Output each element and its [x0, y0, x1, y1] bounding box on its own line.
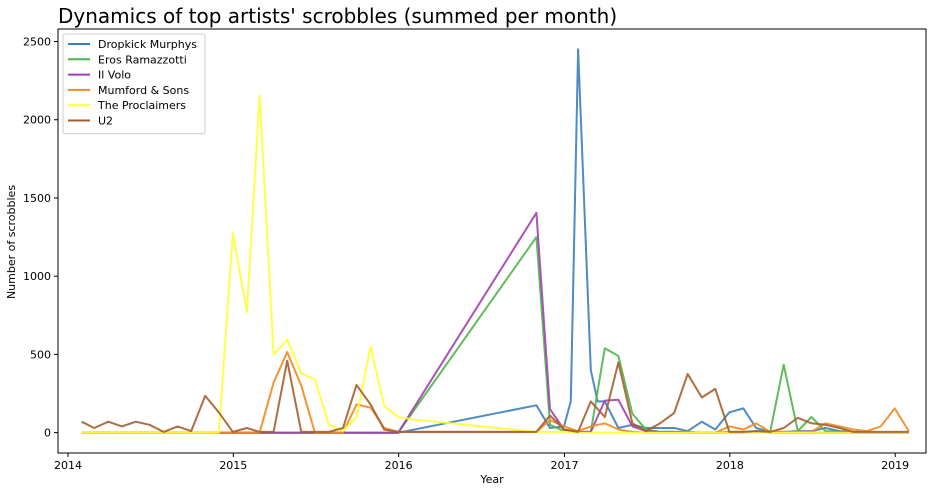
y-tick-label: 1500 — [23, 192, 51, 205]
series-line-2 — [81, 211, 909, 434]
x-axis-label: Year — [479, 473, 504, 486]
series-line-5 — [81, 359, 909, 433]
plot-area-frame — [57, 28, 927, 454]
series-line-3 — [81, 351, 910, 434]
legend-box — [62, 33, 206, 135]
legend: Dropkick Murphys Eros Ramazzotti Il Volo Mu… — [62, 33, 206, 135]
x-tick-label: 2017 — [550, 459, 578, 472]
series-line-1 — [81, 236, 909, 434]
legend-entry: Eros Ramazzotti — [98, 53, 187, 66]
series-line-0 — [81, 48, 909, 434]
y-tick-label: 0 — [44, 427, 51, 440]
series-line-4 — [81, 94, 909, 434]
legend-entry: Mumford & Sons — [98, 84, 189, 97]
y-tick-label: 2000 — [23, 114, 51, 127]
y-tick-label: 1000 — [23, 270, 51, 283]
x-tick-label: 2014 — [54, 459, 82, 472]
y-tick-label: 2500 — [23, 36, 51, 49]
legend-entry: U2 — [98, 115, 113, 128]
x-tick-label: 2019 — [881, 459, 909, 472]
x-tick-label: 2018 — [716, 459, 744, 472]
chart-title: Dynamics of top artists' scrobbles (summ… — [58, 4, 617, 28]
x-tick-label: 2015 — [219, 459, 247, 472]
legend-entry: Dropkick Murphys — [98, 38, 197, 51]
legend-entry: The Proclaimers — [97, 99, 186, 112]
y-tick-label: 500 — [30, 348, 51, 361]
x-tick-label: 2016 — [385, 459, 413, 472]
legend-entry: Il Volo — [98, 69, 131, 82]
y-axis-label: Number of scrobbles — [5, 185, 18, 299]
